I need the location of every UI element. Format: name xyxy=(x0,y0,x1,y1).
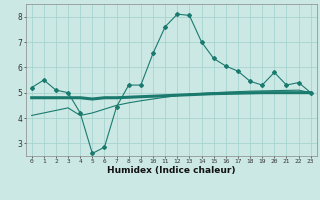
X-axis label: Humidex (Indice chaleur): Humidex (Indice chaleur) xyxy=(107,166,236,175)
